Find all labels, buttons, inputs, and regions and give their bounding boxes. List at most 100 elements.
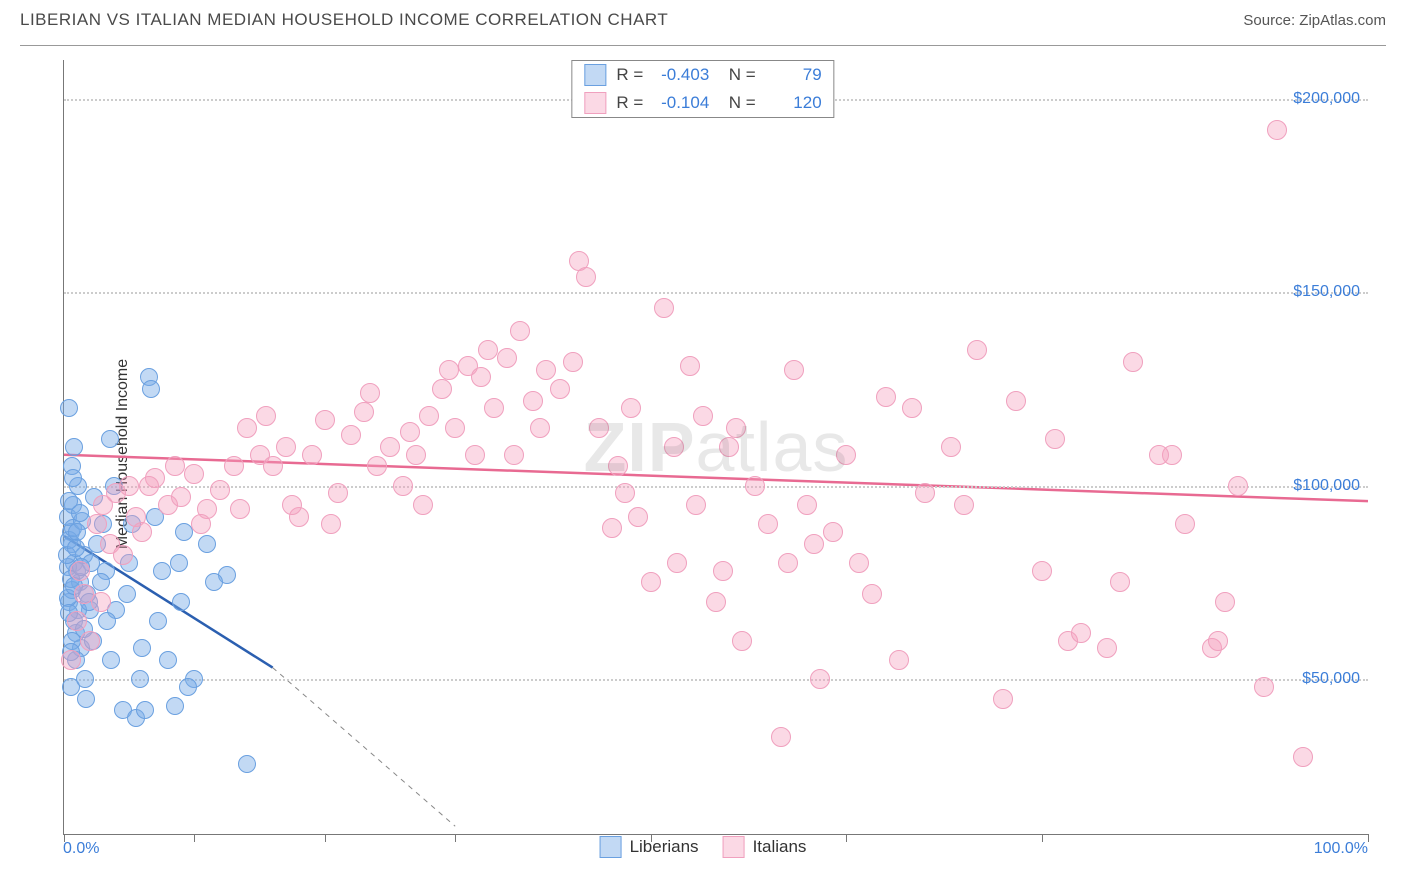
data-point [836,445,856,465]
data-point [113,545,133,565]
data-point [184,464,204,484]
data-point [133,639,151,657]
data-point [393,476,413,496]
data-point [536,360,556,380]
data-point [142,380,160,398]
data-point [328,483,348,503]
data-point [745,476,765,496]
data-point [641,572,661,592]
data-point [165,456,185,476]
data-point [810,669,830,689]
data-point [237,418,257,438]
data-point [360,383,380,403]
data-point [615,483,635,503]
data-point [915,483,935,503]
data-point [889,650,909,670]
x-tick [455,834,456,842]
data-point [732,631,752,651]
x-axis-min-label: 0.0% [63,840,99,858]
data-point [471,367,491,387]
data-point [263,456,283,476]
n-value-italians: 120 [766,93,822,113]
data-point [136,701,154,719]
data-point [1175,514,1195,534]
data-point [797,495,817,515]
x-tick [1042,834,1043,842]
n-label: N = [719,93,755,113]
data-point [276,437,296,457]
data-point [1071,623,1091,643]
data-point [102,651,120,669]
data-point [153,562,171,580]
source-label: Source: [1243,12,1299,29]
data-point [628,507,648,527]
data-point [1123,352,1143,372]
data-point [210,480,230,500]
data-point [1228,476,1248,496]
data-point [302,445,322,465]
data-point [902,398,922,418]
data-point [91,592,111,612]
data-point [589,418,609,438]
data-point [804,534,824,554]
data-point [1006,391,1026,411]
data-point [758,514,778,534]
data-point [256,406,276,426]
data-point [380,437,400,457]
n-value-liberians: 79 [766,65,822,85]
data-point [876,387,896,407]
data-point [413,495,433,515]
data-point [862,584,882,604]
data-point [465,445,485,465]
y-tick-label: $150,000 [1293,283,1360,301]
data-point [171,487,191,507]
data-point [119,476,139,496]
data-point [680,356,700,376]
data-point [504,445,524,465]
x-axis-max-label: 100.0% [1314,840,1368,858]
data-point [713,561,733,581]
data-point [608,456,628,476]
x-tick [325,834,326,842]
data-point [170,554,188,572]
data-point [60,399,78,417]
data-point [76,670,94,688]
data-point [1045,429,1065,449]
data-point [77,690,95,708]
data-point [80,631,100,651]
bottom-legend: Liberians Italians [600,836,807,858]
data-point [118,585,136,603]
data-point [1097,638,1117,658]
stats-row-italians: R = -0.104 N = 120 [572,89,833,117]
data-point [198,535,216,553]
r-value-italians: -0.104 [653,93,709,113]
stats-row-liberians: R = -0.403 N = 79 [572,61,833,89]
data-point [771,727,791,747]
data-point [67,539,85,557]
source-attribution: Source: ZipAtlas.com [1243,12,1386,29]
data-point [706,592,726,612]
data-point [238,755,256,773]
legend-swatch-italians [723,836,745,858]
data-point [1293,747,1313,767]
correlation-stats-box: R = -0.403 N = 79 R = -0.104 N = 120 [571,60,834,118]
data-point [1110,572,1130,592]
data-point [497,348,517,368]
legend-swatch-liberians [600,836,622,858]
data-point [530,418,550,438]
data-point [784,360,804,380]
data-point [664,437,684,457]
data-point [419,406,439,426]
data-point [64,469,82,487]
data-point [823,522,843,542]
data-point [98,612,116,630]
data-point [159,651,177,669]
x-tick [846,834,847,842]
data-point [131,670,149,688]
data-point [149,612,167,630]
data-point [191,514,211,534]
data-point [341,425,361,445]
gridline [64,486,1368,488]
data-point [166,697,184,715]
chart-title: LIBERIAN VS ITALIAN MEDIAN HOUSEHOLD INC… [20,10,668,30]
